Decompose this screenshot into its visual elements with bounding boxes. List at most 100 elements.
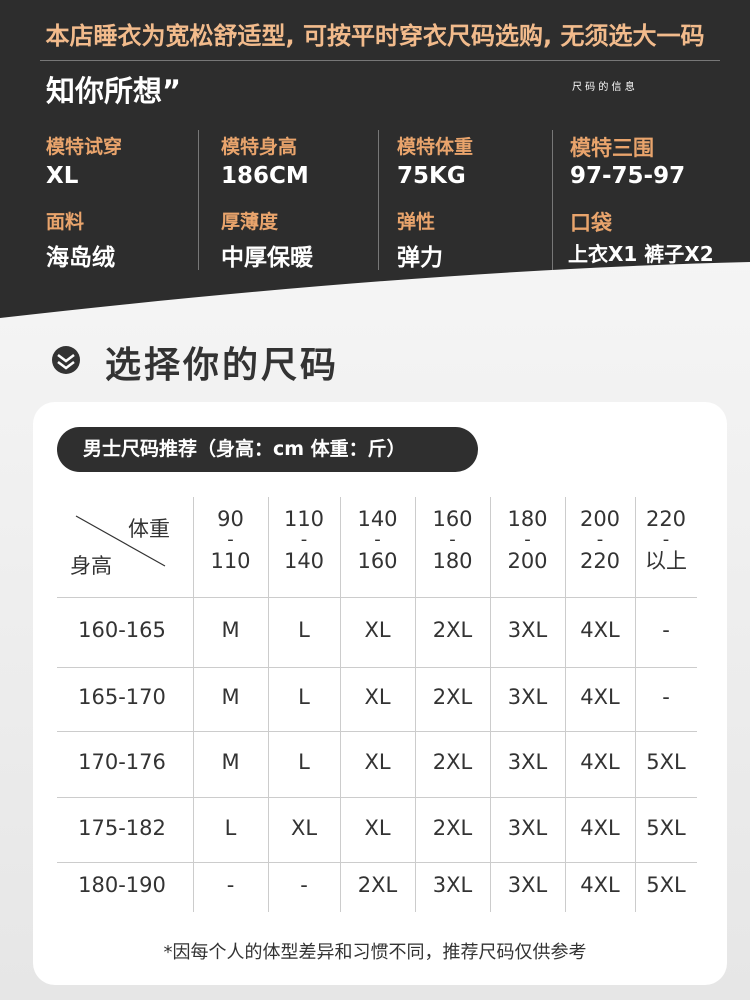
row-header: 160-165 [78,618,166,642]
column-header: - [300,529,308,550]
size-cell: L [298,750,310,774]
divider [378,130,379,270]
headline-side: 尺 码 的 信 息 [572,82,635,93]
dark-header-bg [0,0,750,318]
column-header: 180 [432,549,473,573]
grid-line [57,797,697,798]
spec-label: 厚薄度 [221,211,279,233]
spec-value: 97-75-97 [570,163,686,189]
size-cell: M [221,750,240,774]
column-header: 220 [645,507,687,531]
column-header: 140 [357,507,398,531]
grid-line [490,497,491,912]
size-cell: 5XL [646,750,686,774]
size-cell: 4XL [580,873,620,897]
column-header: 110 [210,549,251,573]
size-cell: XL [364,750,391,774]
column-header: 200 [579,507,621,531]
size-cell: 4XL [580,618,620,642]
column-header: - [449,529,456,550]
column-header: 220 [579,549,621,573]
column-header: 140 [283,549,325,573]
spec-value: XL [46,163,79,189]
spec-value: 弹力 [397,245,443,271]
spec-label: 面料 [46,211,85,233]
size-cell: 5XL [646,815,686,840]
size-cell: 2XL [432,815,473,840]
size-cell: - [226,873,235,897]
grid-line [565,497,566,912]
divider [198,130,199,270]
footnote: *因每个人的体型差异和习惯不同，推荐尺码仅供参考 [163,942,587,963]
size-cell: - [662,618,670,642]
row-header: 170-176 [78,750,166,774]
spec-label: 模特试穿 [46,136,123,158]
column-header: 以上 [645,549,687,573]
spec-value: 186CM [221,163,309,189]
size-cell: XL [290,815,318,840]
divider [552,130,553,270]
banner: 本店睡衣为宽松舒适型, 可按平时穿衣尺码选购, 无须选大一码 [45,22,705,50]
column-header: 110 [283,507,325,531]
corner-top: 体重 [128,517,170,541]
size-cell: XL [364,815,391,840]
size-cell: L [298,618,310,642]
spec-value: 海岛绒 [46,245,115,271]
spec-label: 模特三围 [570,136,654,160]
spec-label: 口袋 [570,211,612,235]
size-cell: 4XL [580,750,620,774]
grid-line [57,731,697,732]
column-header: - [524,529,531,550]
row-header: 175-182 [78,815,166,840]
column-header: - [227,529,234,550]
grid-line [268,497,269,912]
spec-label: 模特身高 [221,136,298,158]
grid-line [57,667,697,668]
column-header: 160 [357,549,398,573]
grid-line [340,497,341,912]
grid-line [635,497,636,912]
column-header: 90 [217,507,244,531]
grid-line [193,497,194,912]
size-cell: 4XL [580,815,620,840]
headline: 知你所想” [46,74,182,108]
size-cell: - [662,685,670,709]
grid-line [415,497,416,912]
size-cell: 2XL [432,618,473,642]
size-card [33,402,727,985]
grid-line [57,862,697,863]
size-cell: 3XL [507,873,548,897]
spec-value: 中厚保暖 [221,245,313,271]
size-cell: M [221,685,240,709]
size-cell: 3XL [507,750,548,774]
column-header: - [596,529,604,550]
size-cell: L [298,685,310,709]
spec-label: 模特体重 [397,136,474,158]
spec-value: 上衣X1 裤子X2 [568,242,714,266]
column-header: 200 [507,549,548,573]
table-caption: 男士尺码推荐（身高：cm 体重：斤） [57,427,478,472]
row-header: 165-170 [78,685,166,709]
row-header: 180-190 [78,873,166,897]
spec-value: 75KG [397,163,466,189]
size-cell: XL [364,685,391,709]
section-title: 选择你的尺码 [105,345,340,386]
size-cell: 5XL [646,873,686,897]
section-icon [52,346,80,374]
size-cell: 2XL [357,873,398,897]
column-header: - [662,529,670,550]
size-cell: M [221,618,240,642]
size-cell: - [300,873,308,897]
spec-label: 弹性 [397,211,436,233]
size-cell: 2XL [432,750,473,774]
column-header: 160 [432,507,473,531]
size-cell: 3XL [507,685,548,709]
size-cell: XL [364,618,391,642]
size-cell: 2XL [432,685,473,709]
size-cell: 3XL [432,873,473,897]
size-cell: 4XL [580,685,620,709]
grid-line [57,597,697,598]
column-header: - [374,529,381,550]
size-cell: L [224,815,237,840]
